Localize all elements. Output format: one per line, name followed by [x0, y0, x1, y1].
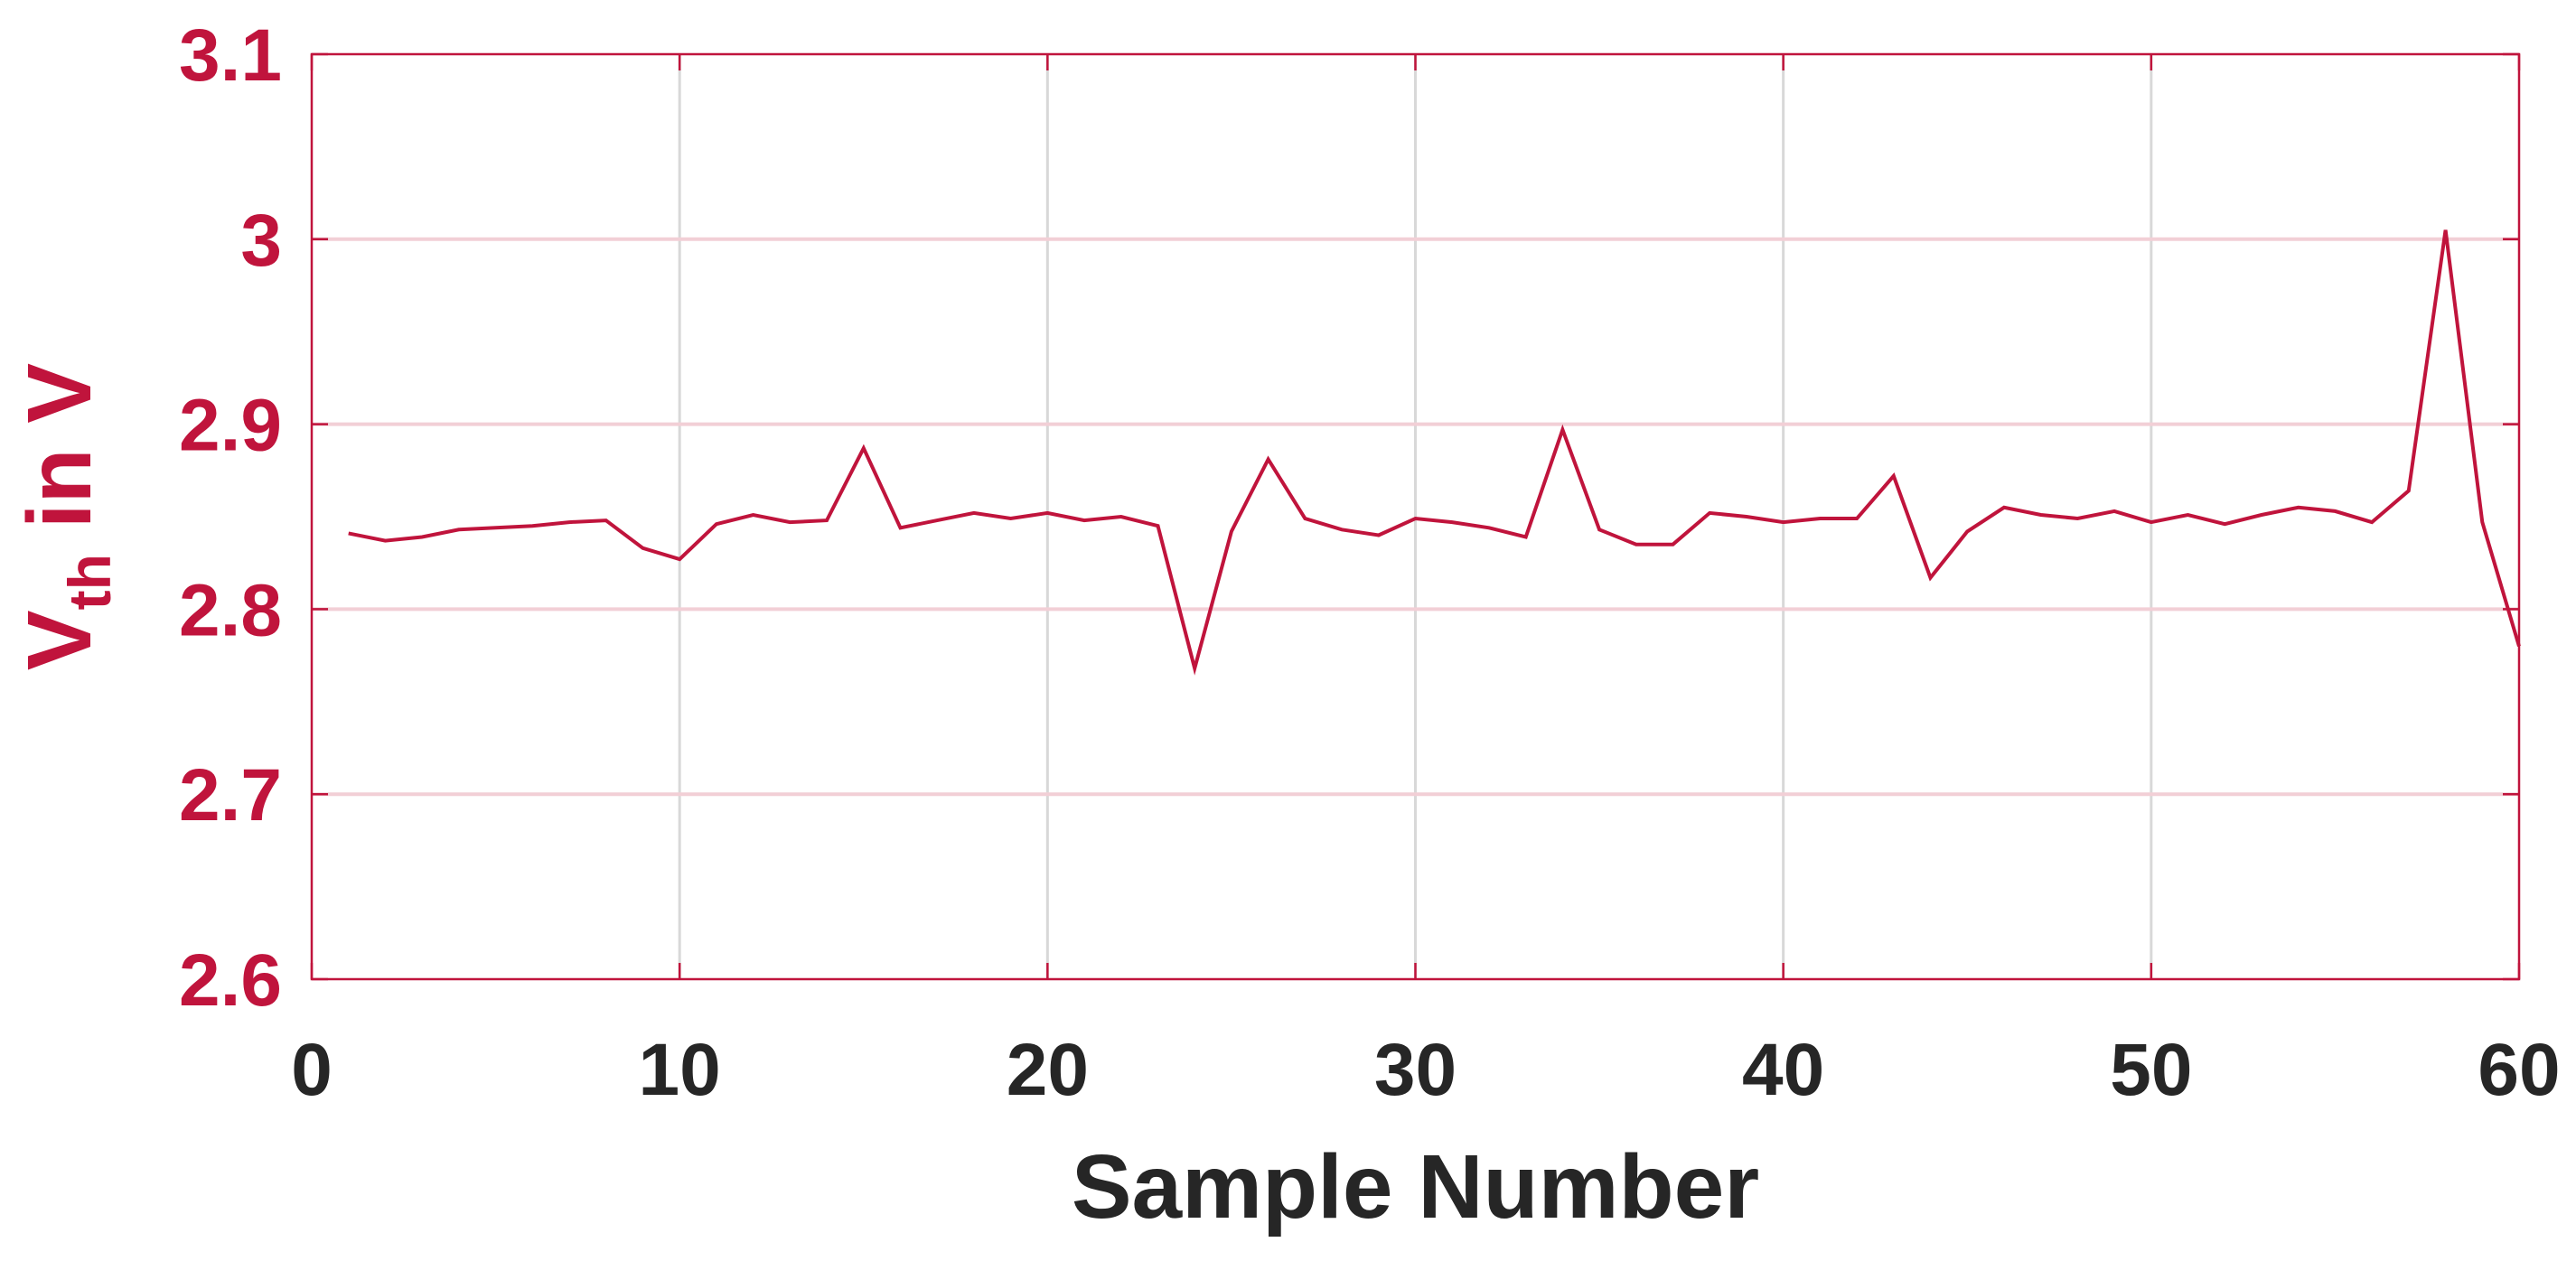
data-point	[1487, 526, 1491, 529]
tick-labels: 0 10 20 30 40 50 60 2.6 2.7 2.8 2.9 3 3.1	[179, 14, 2561, 1111]
y-tick-label: 3	[240, 200, 282, 282]
x-tick-label: 30	[1374, 1029, 1457, 1111]
data-point	[898, 526, 902, 529]
data-point	[825, 518, 829, 522]
data-point	[1782, 520, 1785, 524]
data-point	[1156, 524, 1159, 528]
data-point	[972, 511, 976, 515]
data-point	[1377, 533, 1381, 537]
data-point	[1524, 536, 1528, 539]
x-tick-label: 0	[291, 1029, 333, 1111]
x-tick-label: 20	[1007, 1029, 1089, 1111]
data-point	[1745, 515, 1748, 518]
data-point	[1892, 474, 1896, 478]
data-point	[2480, 520, 2484, 524]
data-point	[2002, 506, 2006, 509]
y-tick-label: 2.6	[179, 939, 282, 1022]
data-point	[1929, 576, 1933, 580]
data-point	[2297, 506, 2300, 509]
series-layer	[347, 229, 2521, 676]
data-point	[1230, 529, 1233, 533]
data-point	[2407, 489, 2411, 492]
data-point	[678, 557, 681, 561]
y-tick-label: 2.8	[179, 569, 282, 651]
data-point	[1009, 517, 1013, 520]
y-tick-label: 3.1	[179, 14, 282, 97]
data-point	[604, 518, 608, 522]
data-point	[1045, 511, 1049, 515]
data-point	[457, 528, 461, 531]
data-point	[2333, 509, 2337, 513]
data-point	[1414, 517, 1418, 520]
data-point	[641, 546, 644, 550]
data-point	[1672, 543, 1675, 546]
data-point	[420, 536, 424, 539]
data-point	[2187, 513, 2190, 517]
y-axis-label-subscript: th	[56, 554, 123, 610]
data-point	[2370, 520, 2374, 524]
data-point	[1818, 517, 1822, 520]
data-point	[1708, 511, 1711, 515]
data-point	[1082, 518, 1086, 522]
data-point	[2223, 522, 2226, 526]
data-point	[788, 520, 792, 524]
data-point	[2150, 520, 2153, 524]
data-point	[862, 446, 866, 450]
y-axis-label: Vth in V	[9, 363, 123, 670]
data-point	[1193, 667, 1196, 670]
data-point	[935, 518, 939, 522]
data-point	[494, 526, 498, 529]
y-tick-label: 2.7	[179, 754, 282, 836]
x-axis-label: Sample Number	[1072, 1136, 1759, 1238]
data-point	[2075, 517, 2079, 520]
data-point	[347, 531, 351, 535]
data-point	[1635, 543, 1638, 546]
x-tick-label: 60	[2478, 1029, 2560, 1111]
data-point	[1597, 528, 1601, 531]
data-point	[530, 524, 534, 528]
y-tick-label: 2.9	[179, 385, 282, 467]
data-point	[2260, 513, 2263, 517]
data-point	[383, 539, 387, 543]
data-point	[2039, 513, 2043, 517]
data-point	[1855, 517, 1859, 520]
x-tick-label: 50	[2110, 1029, 2192, 1111]
data-point	[567, 520, 571, 524]
data-point	[1267, 458, 1270, 462]
data-point	[2112, 509, 2116, 513]
data-point	[1450, 520, 1454, 524]
x-tick-label: 10	[639, 1029, 721, 1111]
y-axis-label-rest: in V	[9, 363, 110, 554]
data-point	[1119, 515, 1123, 518]
data-point	[2517, 644, 2521, 648]
data-point	[2444, 229, 2448, 232]
x-tick-label: 40	[1742, 1029, 1824, 1111]
data-point	[1560, 428, 1564, 432]
data-point	[715, 522, 718, 526]
data-point	[1965, 529, 1969, 533]
data-point	[1340, 528, 1344, 531]
y-axis-label-main: V	[9, 610, 110, 670]
axis-ticks	[310, 52, 2521, 981]
data-point	[752, 513, 755, 517]
data-point	[1303, 517, 1307, 520]
series-line	[348, 229, 2521, 676]
